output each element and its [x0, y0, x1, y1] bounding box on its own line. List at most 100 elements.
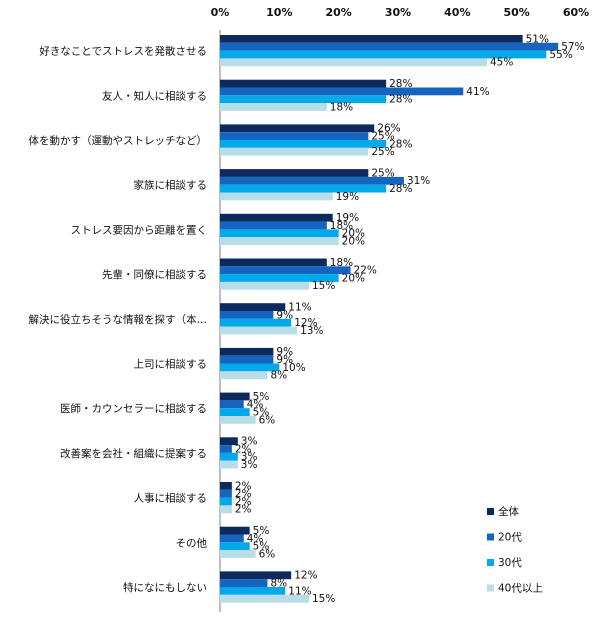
- bar: [220, 281, 309, 290]
- category-labels: 好きなことでストレスを発散させる友人・知人に相談する体を動かす（運動やストレッチ…: [29, 45, 208, 594]
- data-label: 20%: [342, 228, 365, 240]
- bar: [220, 147, 369, 156]
- legend-label: 30代: [498, 557, 522, 569]
- bar: [220, 371, 268, 380]
- bar: [220, 103, 327, 111]
- data-label: 5%: [253, 525, 270, 537]
- data-label: 15%: [312, 593, 335, 605]
- bar: [220, 221, 327, 230]
- bar: [220, 326, 298, 335]
- bar: [220, 526, 250, 535]
- bar: [220, 237, 339, 245]
- data-label: 55%: [549, 49, 572, 61]
- data-label: 25%: [371, 167, 394, 179]
- bar: [220, 87, 464, 96]
- bar: [220, 437, 238, 446]
- x-tick-label: 60%: [563, 6, 589, 19]
- data-label: 51%: [526, 33, 549, 45]
- bar: [220, 229, 339, 238]
- x-axis-ticks: 0% 10% 20% 30% 40% 50% 60%: [211, 6, 590, 19]
- data-label: 18%: [330, 257, 353, 269]
- category-label: 人事に相談する: [134, 492, 208, 505]
- data-label: 9%: [276, 346, 293, 358]
- category-label: ストレス要因から距離を置く: [71, 223, 208, 236]
- bar: [220, 452, 238, 461]
- data-label: 6%: [259, 414, 276, 426]
- bar: [220, 311, 274, 319]
- data-label: 22%: [354, 265, 377, 277]
- category-label: 体を動かす（運動やストレッチなど）: [29, 134, 208, 147]
- data-labels: 51%57%55%45%28%41%28%18%26%25%28%25%25%3…: [235, 33, 585, 605]
- bar: [220, 594, 309, 603]
- data-label: 13%: [300, 325, 323, 337]
- data-label: 11%: [288, 585, 311, 597]
- bar: [220, 303, 286, 311]
- data-label: 12%: [294, 317, 317, 329]
- data-label: 18%: [330, 220, 353, 232]
- bar: [220, 587, 286, 595]
- data-label: 2%: [235, 504, 252, 516]
- category-label: 家族に相談する: [134, 179, 208, 192]
- legend-label: 20代: [498, 532, 522, 544]
- data-label: 28%: [389, 138, 412, 150]
- bar: [220, 274, 339, 282]
- bar: [220, 482, 232, 490]
- data-label: 2%: [235, 443, 252, 455]
- bar: [220, 571, 292, 580]
- legend-swatch: [487, 584, 494, 592]
- category-label: 特になにもしない: [123, 582, 207, 594]
- data-label: 2%: [235, 480, 252, 492]
- data-label: 19%: [336, 212, 359, 224]
- bar: [220, 445, 232, 453]
- bar: [220, 497, 232, 506]
- data-label: 15%: [312, 280, 335, 292]
- data-label: 18%: [330, 101, 353, 113]
- data-label: 9%: [276, 309, 293, 321]
- bar: [220, 266, 351, 275]
- bar: [220, 192, 333, 201]
- data-label: 4%: [247, 399, 264, 411]
- data-label: 25%: [371, 131, 394, 143]
- bar: [220, 400, 244, 409]
- data-label: 2%: [235, 496, 252, 508]
- bar: [220, 79, 387, 88]
- category-label: 好きなことでストレスを発散させる: [39, 45, 207, 58]
- x-tick-label: 50%: [503, 6, 529, 19]
- category-label: 改善案を会社・組織に提案する: [60, 447, 207, 460]
- category-label: 医師・カウンセラーに相談する: [60, 402, 207, 415]
- data-label: 5%: [253, 541, 270, 553]
- data-label: 19%: [336, 191, 359, 203]
- data-label: 20%: [342, 236, 365, 248]
- data-label: 12%: [294, 570, 317, 582]
- bar: [220, 258, 327, 267]
- data-label: 31%: [407, 175, 430, 187]
- data-label: 5%: [253, 391, 270, 403]
- bar: [220, 213, 333, 222]
- legend-swatch: [487, 508, 494, 515]
- bar: [220, 35, 523, 43]
- bar: [220, 132, 369, 140]
- data-label: 20%: [342, 272, 365, 284]
- bar: [220, 550, 256, 558]
- bar: [220, 489, 232, 498]
- x-tick-label: 10%: [266, 6, 292, 19]
- data-label: 8%: [270, 370, 287, 382]
- data-label: 3%: [241, 436, 258, 448]
- x-tick-label: 20%: [325, 6, 351, 19]
- legend-swatch: [487, 559, 494, 566]
- data-label: 2%: [235, 488, 252, 500]
- data-label: 28%: [389, 94, 412, 106]
- bar: [220, 579, 268, 587]
- category-label: 解決に役立ちそうな情報を探す（本…: [29, 313, 208, 326]
- bar: [220, 408, 250, 416]
- data-label: 3%: [241, 459, 258, 471]
- bar: [220, 58, 487, 67]
- legend-label: 40代以上: [498, 583, 543, 595]
- bar: [220, 460, 238, 469]
- bar: [220, 95, 387, 104]
- data-label: 28%: [389, 78, 412, 90]
- data-label: 11%: [288, 302, 311, 314]
- category-label: 先輩・同僚に相談する: [102, 268, 207, 281]
- bar: [220, 416, 256, 424]
